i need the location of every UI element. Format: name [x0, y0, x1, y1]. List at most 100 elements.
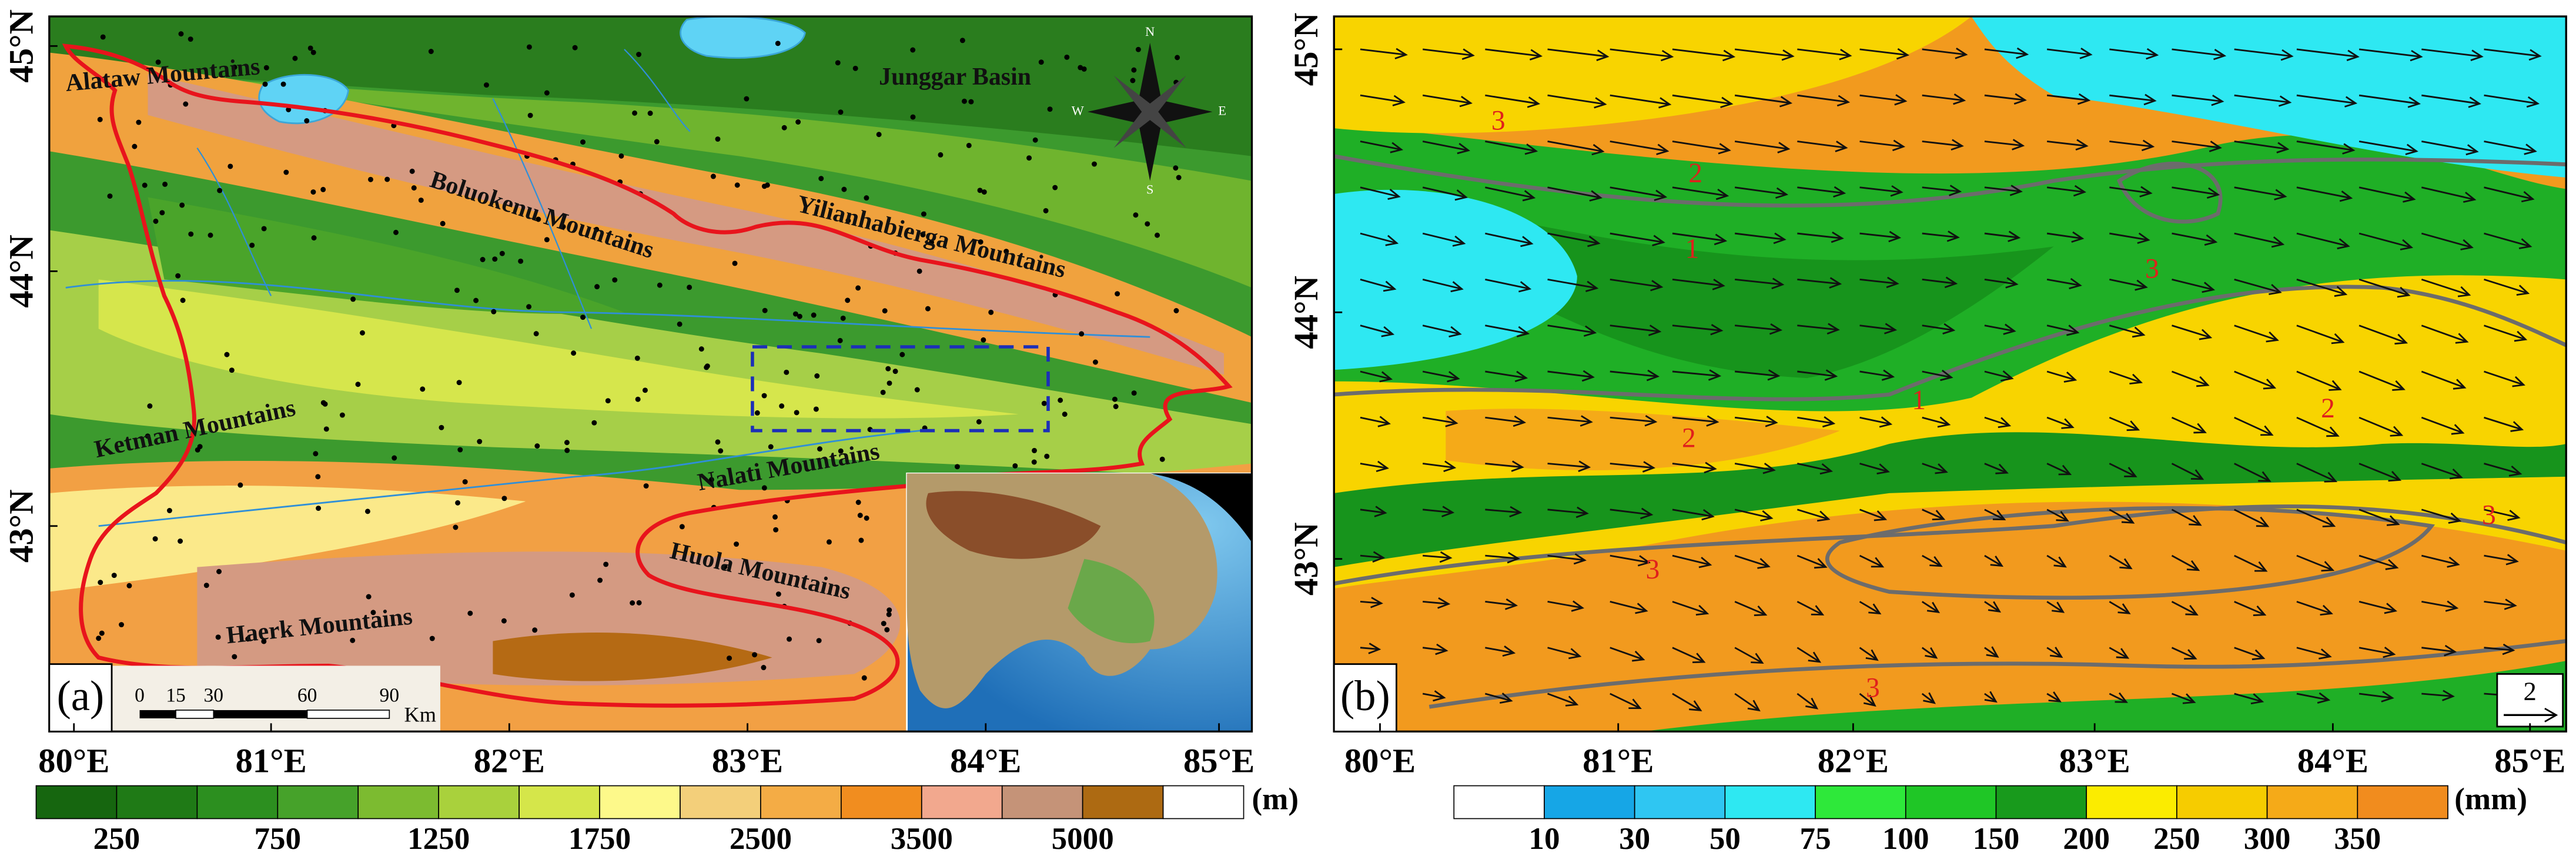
wind-vector: [2109, 693, 2127, 703]
wind-head: [2186, 560, 2200, 571]
wind-vector: [1485, 370, 1527, 379]
station: [411, 185, 417, 191]
wind-vector: [1422, 186, 1467, 198]
wind-head: [2386, 515, 2400, 526]
wind-vector: [1422, 370, 1458, 380]
wind-vector: [2046, 48, 2091, 56]
wind-head: [2508, 465, 2523, 477]
colorbar-label: 30: [1619, 822, 1650, 856]
wind-vector: [1485, 141, 1537, 152]
wind-vector: [2421, 232, 2473, 249]
wind-vector: [2421, 279, 2470, 296]
wind-head: [1829, 277, 1842, 289]
wind-head: [2463, 192, 2477, 203]
wind-head: [2518, 238, 2532, 249]
station: [315, 474, 321, 480]
station: [316, 506, 322, 511]
colorbar-label: 350: [2334, 822, 2381, 856]
contour-label: 3: [2482, 500, 2496, 531]
precip-orange-mid: [1446, 409, 1840, 470]
wind-vector: [2172, 141, 2220, 149]
station: [216, 568, 222, 574]
y-tick-label: 45°N: [2, 9, 40, 83]
wind-head: [2000, 370, 2014, 382]
station: [571, 350, 577, 356]
wind-head: [1712, 279, 1725, 290]
wind-vector: [2046, 509, 2068, 521]
wind-vector: [1672, 370, 1720, 377]
compass: [1113, 75, 1186, 148]
wind-vector: [1797, 325, 1838, 331]
station: [360, 330, 365, 336]
wind-vector: [1422, 94, 1471, 104]
station: [188, 36, 193, 42]
wind-vector: [1859, 48, 1908, 56]
wind-vector: [1610, 601, 1647, 612]
wind-head: [2326, 426, 2340, 437]
wind-head: [1580, 415, 1593, 427]
wind-head: [1824, 369, 1838, 381]
station: [1092, 359, 1098, 365]
station: [792, 311, 798, 317]
station: [166, 508, 172, 513]
wind-head: [1524, 143, 1538, 155]
wind-vector: [2172, 693, 2195, 703]
wind-vector: [2171, 416, 2206, 433]
station: [564, 440, 570, 446]
station: [533, 331, 539, 337]
wind-head: [1658, 97, 1672, 109]
wind-head: [2444, 644, 2457, 657]
wind-vector: [1922, 141, 1962, 147]
wind-head: [2053, 556, 2067, 568]
wind-head: [1587, 235, 1601, 247]
station: [320, 186, 326, 192]
wind-vector: [1797, 463, 1832, 472]
contour-label: 1: [1685, 234, 1700, 265]
contour-line: [1334, 504, 2567, 586]
wind-head: [1765, 416, 1778, 427]
colorbar-box: [1995, 785, 2087, 819]
wind-vector: [1797, 186, 1845, 194]
wind-head: [1940, 369, 1953, 382]
station: [882, 308, 888, 314]
wind-head: [1644, 414, 1658, 427]
wind-head: [2005, 277, 2019, 289]
reference-head: [2544, 707, 2558, 722]
wind-vector: [1921, 693, 1935, 704]
wind-head: [1762, 463, 1776, 474]
wind-head: [1773, 232, 1787, 245]
wind-head: [2274, 189, 2287, 200]
wind-vector: [1984, 601, 2000, 613]
station: [1175, 55, 1180, 61]
wind-vector: [1422, 647, 1447, 652]
wind-vector: [1610, 416, 1656, 423]
wind-vector: [1422, 463, 1455, 469]
station: [96, 635, 102, 641]
wind-head: [1511, 460, 1524, 472]
station: [597, 577, 603, 583]
wind-vector: [1672, 554, 1711, 566]
contour-line: [1428, 639, 2567, 709]
station: [111, 573, 117, 578]
wind-head: [1390, 142, 1404, 153]
wind-vector: [1485, 416, 1525, 424]
wind-vector: [1735, 370, 1779, 377]
station: [1064, 54, 1070, 60]
wind-vector: [2421, 693, 2453, 697]
wind-head: [1392, 95, 1406, 106]
wind-vector: [2296, 48, 2358, 58]
wind-head: [1568, 648, 1582, 660]
wind-vector: [1610, 647, 1644, 661]
wind-vector: [1859, 554, 1883, 568]
wind-vector: [1984, 278, 2017, 285]
station: [159, 210, 165, 216]
wind-head: [2260, 425, 2274, 436]
wind-head: [1988, 601, 2002, 613]
wind-vector: [2234, 279, 2281, 293]
station: [418, 198, 424, 203]
wind-head: [1894, 94, 1908, 106]
wind-vector: [2484, 416, 2523, 430]
wind-vector: [2046, 554, 2066, 568]
station: [761, 393, 767, 399]
